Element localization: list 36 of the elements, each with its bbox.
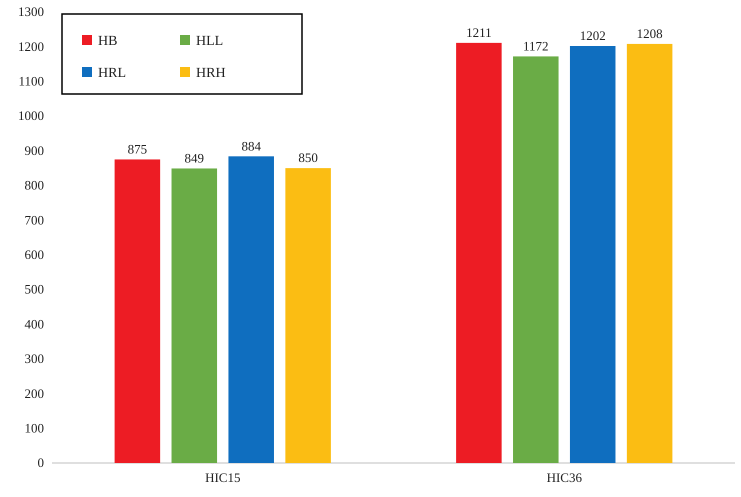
data-label: 1211 [466,24,492,40]
y-tick-label: 500 [24,282,44,297]
y-tick-label: 600 [24,247,44,262]
bar [456,42,502,463]
legend-label: HRH [196,66,226,81]
bar [172,168,218,463]
y-tick-label: 0 [38,455,44,470]
bar [626,44,672,463]
y-tick-label: 100 [24,420,44,436]
x-tick-label: HIC36 [546,470,582,486]
y-tick-label: 400 [24,316,44,332]
data-label: 849 [184,150,204,166]
data-label: 875 [128,141,148,156]
x-tick-label: HIC15 [205,470,240,486]
data-label: 884 [241,138,262,154]
data-label: 850 [298,150,318,166]
y-tick-label: 1000 [18,108,44,124]
bar [114,159,160,463]
y-tick-label: 700 [24,212,44,228]
bar [228,156,274,463]
bar [285,168,331,463]
data-label: 1202 [580,28,606,43]
y-tick-label: 1300 [18,4,44,20]
y-tick-label: 300 [24,351,44,366]
data-label: 1208 [636,26,663,41]
bar [513,56,559,463]
data-label: 1172 [523,38,549,54]
y-tick-label: 200 [24,386,44,401]
legend-label: HLL [196,34,224,49]
legend-label: HRL [98,66,126,81]
y-tick-label: 1200 [18,38,44,54]
y-tick-label: 1100 [18,74,44,89]
legend-label: HB [98,34,118,49]
y-tick-label: 800 [24,178,44,193]
y-tick-label: 900 [24,142,44,158]
bar [570,46,616,463]
